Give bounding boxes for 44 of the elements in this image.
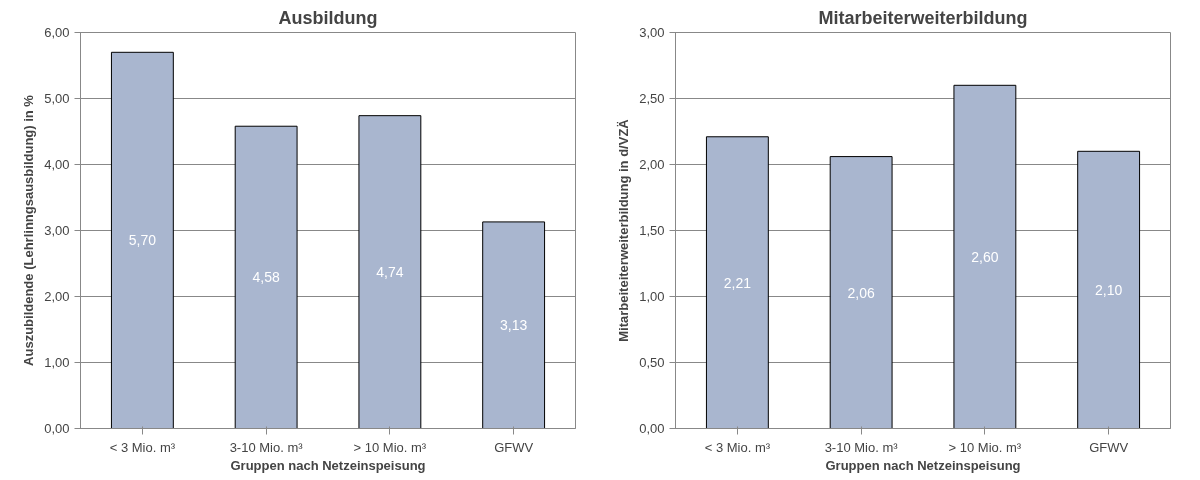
x-tick-label: > 10 Mio. m³ bbox=[353, 439, 427, 455]
data-label: 3,13 bbox=[500, 317, 528, 334]
y-tick-label: 0,00 bbox=[44, 421, 70, 436]
x-tick-label: 3-10 Mio. m³ bbox=[824, 439, 899, 455]
bar bbox=[482, 221, 546, 429]
data-label: 4,74 bbox=[376, 264, 404, 281]
bar bbox=[1077, 150, 1141, 429]
y-tick-label: 3,00 bbox=[639, 25, 665, 40]
x-tick-label: > 10 Mio. m³ bbox=[948, 439, 1022, 455]
y-axis-title: Mitarbeiteiterweiterbildung in d/VZÄ bbox=[616, 118, 632, 342]
bar bbox=[358, 115, 422, 429]
x-tick-label: < 3 Mio. m³ bbox=[109, 439, 176, 455]
x-tick-label: GFWV bbox=[494, 439, 534, 455]
y-tick-label: 5,00 bbox=[44, 91, 70, 106]
y-axis-title: Auszubildende (Lehrlinngsausbildung) in % bbox=[21, 94, 37, 366]
y-tick-label: 2,50 bbox=[639, 91, 665, 106]
data-label: 5,70 bbox=[128, 232, 157, 249]
y-tick-label: 2,00 bbox=[44, 289, 70, 304]
x-tick-label: 3-10 Mio. m³ bbox=[229, 439, 304, 455]
bar bbox=[234, 125, 298, 429]
y-tick-label: 2,00 bbox=[639, 157, 665, 172]
chart-title: Ausbildung bbox=[278, 7, 378, 28]
x-tick-label: GFWV bbox=[1089, 439, 1129, 455]
data-label: 2,10 bbox=[1095, 281, 1123, 298]
bar bbox=[829, 156, 893, 429]
y-tick-label: 0,00 bbox=[639, 421, 665, 436]
y-tick-label: 1,00 bbox=[639, 289, 665, 304]
bar bbox=[705, 136, 769, 429]
y-tick-label: 4,00 bbox=[44, 157, 70, 172]
y-tick-label: 3,00 bbox=[44, 223, 70, 238]
data-label: 2,21 bbox=[723, 274, 752, 291]
data-label: 2,60 bbox=[971, 248, 999, 265]
x-axis-title: Gruppen nach Netzeinspeisung bbox=[230, 457, 426, 473]
x-axis-title: Gruppen nach Netzeinspeisung bbox=[825, 457, 1021, 473]
data-label: 4,58 bbox=[252, 269, 280, 286]
chart-title: Mitarbeiterweiterbildung bbox=[818, 7, 1028, 28]
y-tick-label: 1,50 bbox=[639, 223, 665, 238]
bar bbox=[110, 51, 174, 429]
bar bbox=[953, 84, 1017, 429]
data-label: 2,06 bbox=[847, 284, 875, 301]
x-tick-label: < 3 Mio. m³ bbox=[704, 439, 771, 455]
y-tick-label: 0,50 bbox=[639, 355, 665, 370]
y-tick-label: 1,00 bbox=[44, 355, 70, 370]
y-tick-label: 6,00 bbox=[44, 25, 70, 40]
